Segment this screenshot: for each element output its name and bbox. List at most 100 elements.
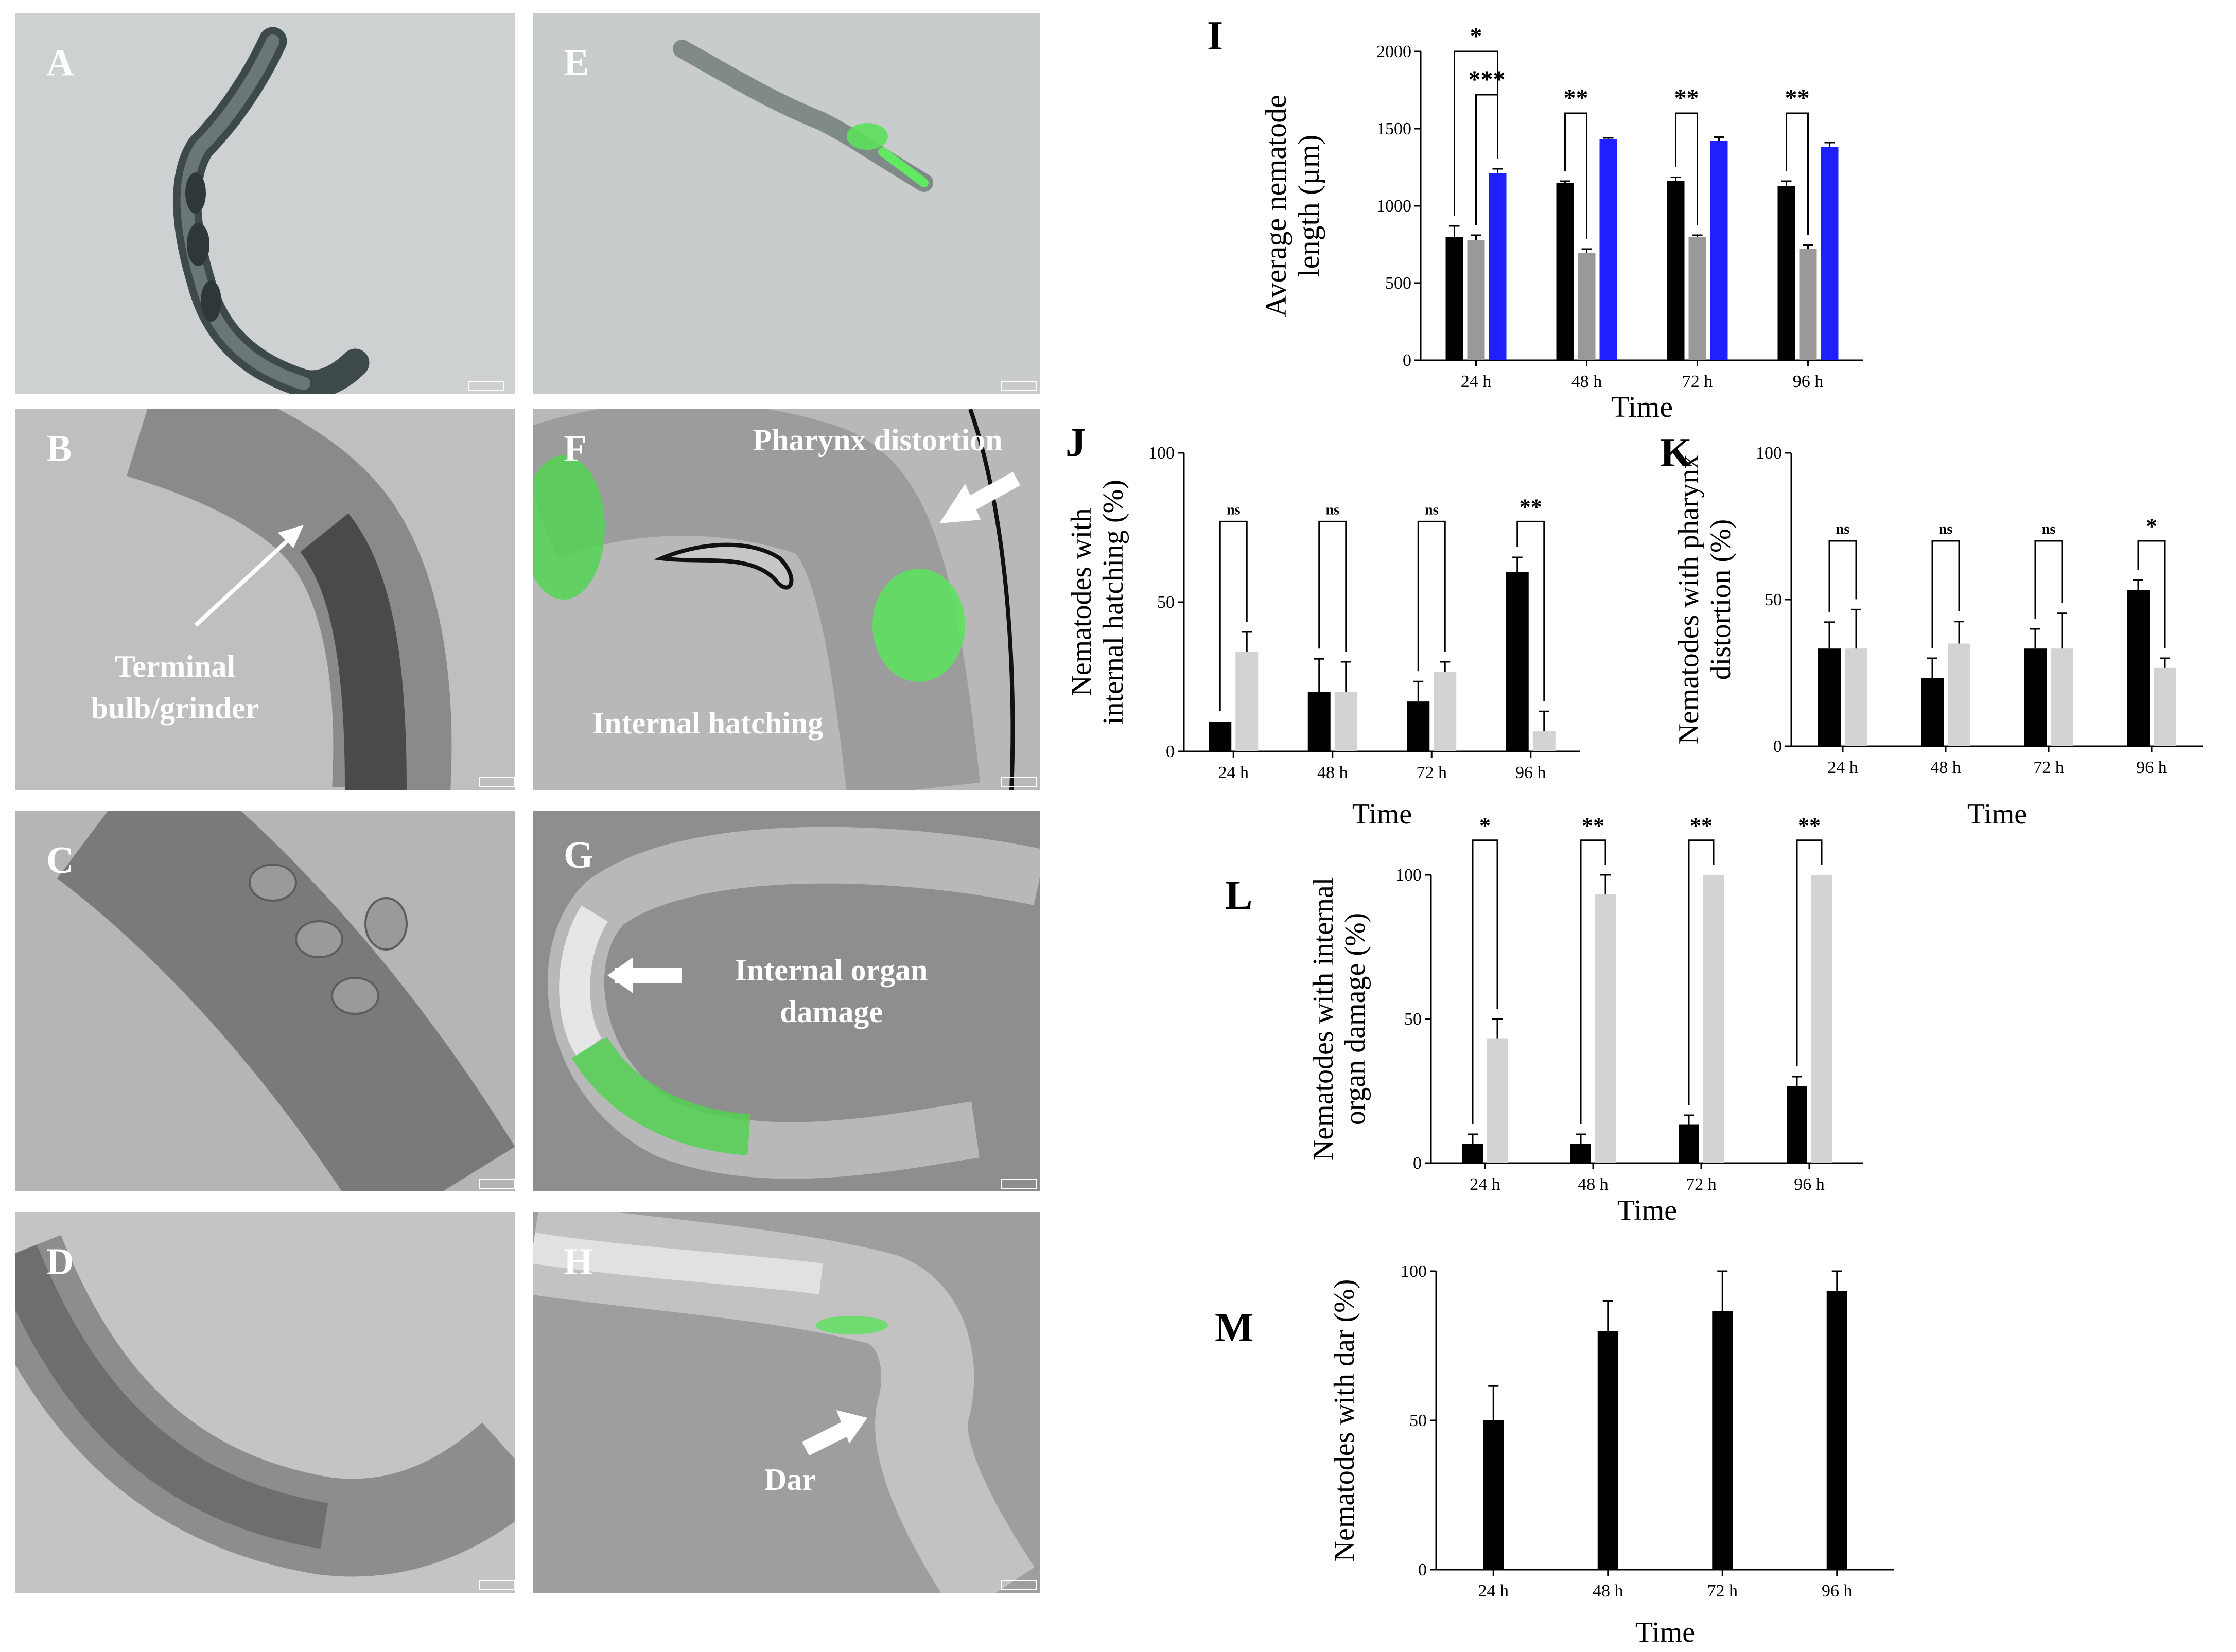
significance-bracket <box>1564 112 1587 239</box>
micrograph-e: E <box>533 13 1040 394</box>
bar <box>1506 572 1529 751</box>
bar <box>1462 1144 1483 1163</box>
chart-m: 0 50 100 24 h 48 h 72 h 96 h Time Nematodes with… <box>1329 1262 1894 1648</box>
y-tick-label: 50 <box>1157 593 1175 612</box>
bar <box>1710 141 1728 360</box>
x-tick-label: 72 h <box>2033 758 2064 777</box>
bar <box>1787 1086 1807 1163</box>
y-tick-label: 0 <box>1418 1560 1427 1579</box>
chart-k: 0 50 100 24 h 48 h 72 h 96 h ns ns ns * Time Nematod… <box>1673 444 2203 830</box>
bar <box>1777 186 1795 360</box>
significance-bracket <box>2034 540 2063 619</box>
bar <box>1570 1144 1591 1163</box>
micrograph-g: G Internal organ damage <box>533 811 1040 1191</box>
y-tick-label: 100 <box>1401 1262 1427 1281</box>
bar <box>2024 648 2047 746</box>
x-tick-label: 96 h <box>1822 1581 1853 1601</box>
worm-image-e <box>673 40 933 192</box>
bar <box>1595 894 1616 1163</box>
bar <box>2127 590 2150 746</box>
significance-label: * <box>1470 23 1482 50</box>
y-tick-label: 100 <box>1395 866 1422 885</box>
significance-bracket <box>1472 839 1498 1124</box>
y-axis-label: Nematodes withinternal hatching (%) <box>1065 480 1129 725</box>
micrograph-c: C <box>15 811 515 1191</box>
panel-label-a: A <box>46 42 74 84</box>
micrograph-b: B Terminal bulb/grinder <box>15 409 515 790</box>
bar <box>1434 672 1457 751</box>
y-tick-label: 100 <box>1756 444 1782 463</box>
significance-bracket <box>2137 540 2166 648</box>
scale-bar <box>1001 1580 1037 1590</box>
worm-image-c <box>57 811 515 1191</box>
arrow-icon <box>607 957 682 993</box>
x-tick-label: 96 h <box>1794 1175 1825 1194</box>
panel-label-h: H <box>564 1241 593 1283</box>
scale-bar <box>1001 777 1037 787</box>
chart-label-i: I <box>1207 13 1224 59</box>
panel-label-c: C <box>46 839 74 882</box>
annotation-internal-organ-damage: Internal organ damage <box>735 953 928 1029</box>
worm-image-d <box>15 1235 515 1577</box>
x-tick-label: 72 h <box>1417 763 1447 782</box>
y-tick-label: 0 <box>1413 1154 1422 1173</box>
worm-image-g <box>547 827 1040 1179</box>
bar <box>1556 183 1574 360</box>
worm-image-h <box>533 1212 1035 1593</box>
significance-label: ** <box>1798 813 1821 838</box>
worm-image-f <box>533 409 1015 790</box>
significance-bracket <box>1786 112 1809 235</box>
x-axis-label: Time <box>1611 390 1673 424</box>
chart-j: 0 50 100 24 h 48 h 72 h 96 h ns ns ns ** Time Nemato… <box>1065 444 1580 830</box>
significance-label: ** <box>1674 84 1699 112</box>
significance-bracket <box>1318 520 1347 652</box>
bar <box>1307 692 1331 751</box>
significance-label: ns <box>1227 502 1241 518</box>
y-axis-label: Nematodes with dar (%) <box>1329 1279 1360 1562</box>
chart-label-k: K <box>1660 430 1692 476</box>
significance-bracket <box>1516 520 1545 701</box>
bar <box>2051 648 2073 746</box>
x-tick-label: 72 h <box>1686 1175 1717 1194</box>
significance-label: ** <box>1564 84 1588 112</box>
bar <box>1334 692 1357 751</box>
panel-label-e: E <box>564 42 589 84</box>
x-axis-label: Time <box>1352 798 1412 830</box>
x-axis-label: Time <box>1635 1616 1695 1648</box>
worm-image-a <box>173 27 370 394</box>
significance-bracket <box>1688 839 1715 1105</box>
x-tick-label: 96 h <box>1793 372 1824 391</box>
micrograph-h: H Dar <box>533 1212 1040 1593</box>
scale-bar <box>1001 381 1037 391</box>
bar <box>1845 648 1867 746</box>
x-tick-label: 48 h <box>1317 763 1348 782</box>
bar <box>1811 875 1832 1163</box>
significance-label: * <box>1479 813 1491 838</box>
bar <box>1688 237 1706 360</box>
y-tick-label: 500 <box>1385 274 1411 293</box>
bar <box>1599 139 1617 360</box>
bar <box>1703 875 1724 1163</box>
significance-bracket <box>1796 839 1823 1066</box>
significance-label: ns <box>1836 521 1850 537</box>
x-tick-label: 24 h <box>1218 763 1249 782</box>
significance-bracket <box>1580 839 1606 1124</box>
significance-label: ** <box>1582 813 1604 838</box>
panel-label-b: B <box>46 428 72 470</box>
scale-bar <box>479 1179 515 1189</box>
y-axis-label: Average nematodelength (µm) <box>1259 95 1325 317</box>
x-tick-label: 48 h <box>1578 1175 1609 1194</box>
annotation-pharynx-distortion: Pharynx distortion <box>753 423 1003 457</box>
scale-bar <box>1001 1179 1037 1189</box>
significance-label: ns <box>2042 521 2056 537</box>
micrograph-d: D <box>15 1212 515 1593</box>
significance-label: ns <box>1326 502 1340 518</box>
y-tick-label: 50 <box>1765 590 1782 609</box>
worm-image-b <box>127 409 452 790</box>
chart-label-l: L <box>1225 873 1253 918</box>
y-tick-label: 2000 <box>1376 42 1411 61</box>
annotation-dar: Dar <box>764 1463 816 1497</box>
scale-bar <box>468 381 504 391</box>
significance-label: *** <box>1469 66 1506 93</box>
